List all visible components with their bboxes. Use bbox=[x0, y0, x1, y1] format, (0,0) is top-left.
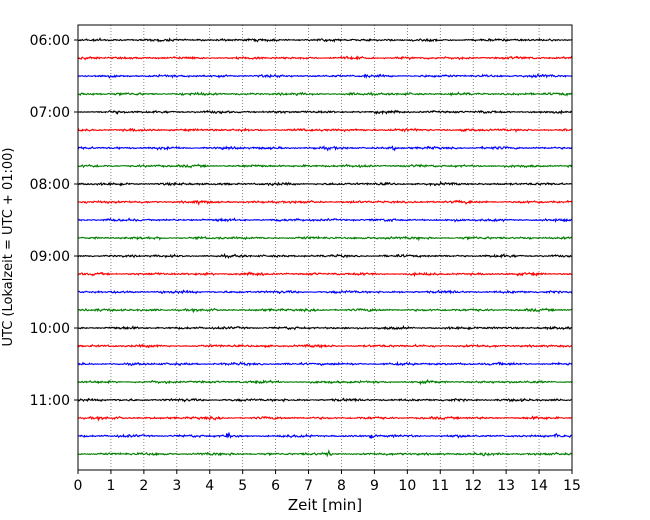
grid-lines bbox=[110, 25, 540, 470]
x-tick-label: 5 bbox=[238, 478, 247, 494]
x-tick-label: 9 bbox=[370, 478, 379, 494]
x-tick-label: 13 bbox=[497, 478, 515, 494]
trace-0715 bbox=[77, 127, 573, 133]
trace-0645 bbox=[77, 91, 573, 97]
trace-0900 bbox=[77, 252, 573, 259]
x-tick-label: 12 bbox=[464, 478, 482, 494]
y-tick-label: 07:00 bbox=[30, 105, 70, 121]
x-tick-label: 10 bbox=[398, 478, 416, 494]
y-axis: 06:00 07:00 08:00 09:00 10:00 11:00 bbox=[30, 33, 78, 409]
trace-1030 bbox=[77, 360, 573, 367]
trace-1115 bbox=[77, 415, 573, 422]
y-tick-label: 08:00 bbox=[30, 177, 70, 193]
plot-background bbox=[78, 25, 572, 470]
trace-1130 bbox=[77, 432, 573, 439]
trace-0615 bbox=[77, 55, 573, 61]
trace-0700 bbox=[77, 109, 573, 116]
x-axis: 0 1 2 3 4 5 6 7 8 9 10 11 12 13 14 15 bbox=[74, 470, 581, 494]
trace-0930 bbox=[77, 289, 573, 295]
x-axis-label: Zeit [min] bbox=[288, 496, 362, 514]
trace-1045 bbox=[77, 378, 573, 386]
x-tick-label: 6 bbox=[271, 478, 280, 494]
trace-0815 bbox=[77, 199, 573, 206]
x-tick-label: 0 bbox=[74, 478, 83, 494]
trace-1015 bbox=[77, 343, 573, 349]
trace-0745 bbox=[77, 163, 573, 169]
y-tick-label: 10:00 bbox=[30, 321, 70, 337]
y-tick-label: 09:00 bbox=[30, 249, 70, 265]
trace-0630 bbox=[78, 73, 573, 80]
x-tick-label: 14 bbox=[530, 478, 548, 494]
x-tick-label: 11 bbox=[431, 478, 449, 494]
plot-frame bbox=[77, 24, 573, 471]
trace-0945 bbox=[77, 307, 573, 314]
x-tick-label: 4 bbox=[205, 478, 214, 494]
x-tick-label: 3 bbox=[172, 478, 181, 494]
trace-0800 bbox=[77, 180, 573, 187]
x-tick-label: 2 bbox=[139, 478, 148, 494]
trace-0600 bbox=[77, 37, 573, 43]
trace-0845 bbox=[77, 235, 573, 242]
traces bbox=[77, 37, 573, 458]
trace-1100 bbox=[77, 397, 573, 403]
trace-1145 bbox=[77, 449, 573, 458]
x-tick-label: 7 bbox=[304, 478, 313, 494]
x-tick-label: 8 bbox=[337, 478, 346, 494]
trace-1000 bbox=[77, 325, 572, 331]
trace-0915 bbox=[77, 271, 573, 278]
trace-0830 bbox=[77, 217, 573, 223]
y-tick-label: 11:00 bbox=[30, 393, 70, 409]
x-tick-label: 1 bbox=[106, 478, 115, 494]
y-tick-label: 06:00 bbox=[30, 33, 70, 49]
x-tick-label: 15 bbox=[563, 478, 581, 494]
trace-0730 bbox=[77, 145, 573, 152]
y-axis-label: UTC (Lokalzeit = UTC + 01:00) bbox=[1, 148, 16, 347]
